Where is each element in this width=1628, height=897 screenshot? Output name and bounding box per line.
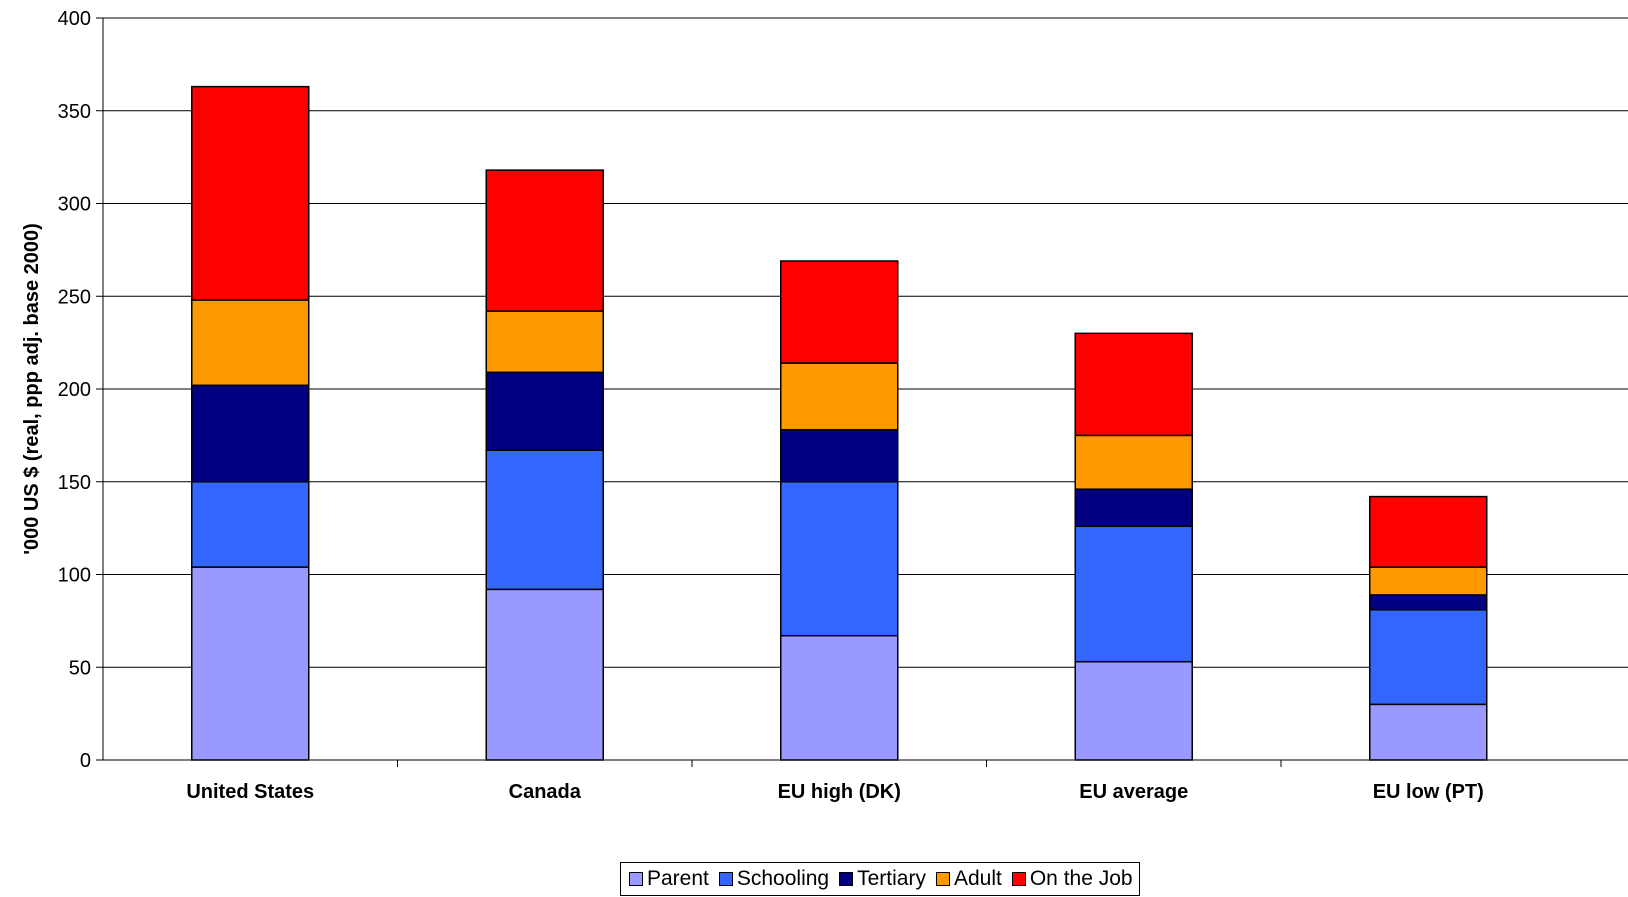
x-category-label: EU average <box>1079 781 1188 803</box>
y-tick-label: 250 <box>58 286 91 308</box>
bar-segment-on-the-job <box>1074 332 1193 437</box>
legend: Parent Schooling Tertiary Adult On the Job <box>620 862 1140 896</box>
legend-label: Adult <box>953 867 1002 890</box>
bar-segment-parent <box>191 566 310 761</box>
bar-segment-on-the-job <box>780 260 899 364</box>
bar-segment-tertiary <box>485 371 604 451</box>
x-category-label: United States <box>186 781 314 803</box>
bar-segment-tertiary <box>1074 488 1193 528</box>
y-axis-title: '000 US $ (real, ppp adj. base 2000) <box>21 223 43 555</box>
bar-segment-adult <box>485 310 604 374</box>
bar-segment-parent <box>1369 703 1488 761</box>
bar-segment-parent <box>485 588 604 761</box>
legend-swatch <box>935 872 950 886</box>
bar-segment-tertiary <box>191 384 310 483</box>
bar-segment-adult <box>1369 566 1488 596</box>
y-tick-label: 400 <box>58 8 91 30</box>
legend-item: Schooling <box>718 867 830 891</box>
bar-segment-schooling <box>1369 608 1488 706</box>
bar-segment-schooling <box>191 481 310 568</box>
x-category-label: EU low (PT) <box>1373 781 1484 803</box>
bar-segment-adult <box>780 362 899 431</box>
legend-item: On the Job <box>1011 867 1133 891</box>
bars <box>191 85 1488 761</box>
y-tick-label: 300 <box>58 194 91 216</box>
y-tick-label: 0 <box>80 750 91 772</box>
legend-label: Parent <box>647 867 709 890</box>
legend-swatch <box>1011 872 1026 886</box>
y-tick-label: 150 <box>58 472 91 494</box>
stacked-bar-chart: 0 50 100 150 200 250 300 350 400 United States Ca… <box>21 8 1628 803</box>
bar-segment-on-the-job <box>485 169 604 312</box>
x-category-label: EU high (DK) <box>778 781 901 803</box>
y-tick-label: 100 <box>58 565 91 587</box>
x-category-label: Canada <box>509 781 582 803</box>
legend-item: Tertiary <box>839 867 926 891</box>
bar-segment-on-the-job <box>191 85 310 301</box>
bar-segment-adult <box>1074 434 1193 490</box>
bar-segment-on-the-job <box>1369 495 1488 568</box>
bar-segment-adult <box>191 299 310 387</box>
legend-label: Tertiary <box>857 867 926 890</box>
legend-label: On the Job <box>1029 867 1133 890</box>
bar-segment-schooling <box>1074 525 1193 663</box>
bar-segment-parent <box>1074 660 1193 761</box>
y-tick-label: 350 <box>58 101 91 123</box>
bar-segment-tertiary <box>1369 594 1488 611</box>
bar-segment-parent <box>780 634 899 761</box>
y-tick-label: 50 <box>69 657 91 679</box>
legend-label: Schooling <box>736 867 830 890</box>
legend-item: Parent <box>629 867 709 891</box>
legend-item: Adult <box>935 867 1002 891</box>
x-category-labels: United States Canada EU high (DK) EU averag… <box>186 781 1483 803</box>
bar-segment-tertiary <box>780 429 899 483</box>
legend-swatch <box>629 872 643 886</box>
y-tick-labels: 0 50 100 150 200 250 300 350 400 <box>58 8 103 772</box>
bar-segment-schooling <box>485 449 604 591</box>
y-tick-label: 200 <box>58 379 91 401</box>
legend-swatch <box>839 872 854 886</box>
bar-segment-schooling <box>780 481 899 637</box>
legend-swatch <box>718 872 733 886</box>
